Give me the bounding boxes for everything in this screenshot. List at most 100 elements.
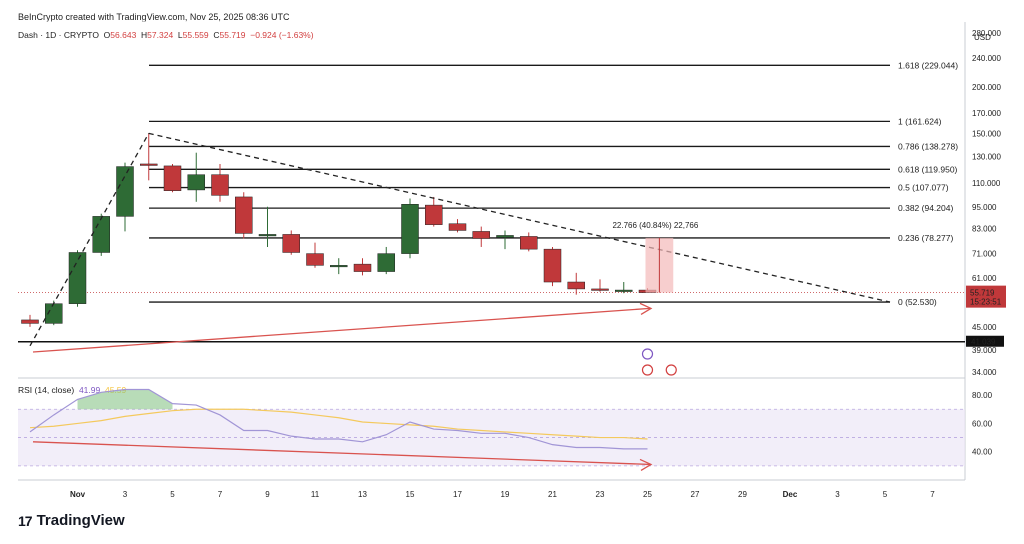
bearish-candle bbox=[211, 174, 229, 196]
rsi-overbought-fill bbox=[77, 389, 173, 410]
high-label: H bbox=[141, 30, 148, 40]
tradingview-brand[interactable]: 17 TradingView bbox=[18, 512, 125, 529]
current-price-label: 55.719 bbox=[970, 289, 995, 298]
rsi-value: 41.99 bbox=[78, 385, 101, 395]
open-label: O bbox=[103, 30, 111, 40]
bullish-candle bbox=[68, 252, 87, 304]
rsi-tick-label: 60.00 bbox=[972, 419, 993, 428]
fib-level-label: 1 (161.624) bbox=[898, 116, 942, 126]
rsi-tick-label: 40.00 bbox=[972, 448, 993, 457]
fib-level-label: 0.5 (107.077) bbox=[898, 183, 949, 193]
rising-trendline bbox=[29, 133, 150, 347]
bullish-candle bbox=[377, 253, 395, 272]
open-value: 56.643 bbox=[110, 30, 137, 40]
descending-trendline bbox=[148, 132, 891, 303]
date-tick-label: 15 bbox=[406, 490, 415, 499]
fib-level-label: 0.618 (119.950) bbox=[898, 164, 958, 174]
date-tick-label: 3 bbox=[835, 490, 840, 499]
bullish-candle bbox=[92, 216, 110, 253]
bearish-candle bbox=[353, 263, 372, 272]
bullish-candle bbox=[258, 234, 277, 237]
date-tick-label: 3 bbox=[123, 490, 128, 499]
bullish-candle bbox=[330, 265, 348, 268]
price-tick-label: 71.000 bbox=[972, 250, 997, 259]
bearish-candle bbox=[235, 196, 253, 234]
price-tick-label: 61.000 bbox=[972, 274, 997, 283]
date-tick-label: 7 bbox=[218, 490, 223, 499]
bearish-candle bbox=[306, 253, 324, 266]
price-tick-label: 150.000 bbox=[972, 129, 1001, 138]
fib-level-label: 0 (52.530) bbox=[898, 297, 937, 307]
date-tick-label: 29 bbox=[738, 490, 747, 499]
bearish-candle bbox=[591, 288, 609, 291]
bearish-candle bbox=[425, 204, 443, 225]
rsi-tick-label: 80.00 bbox=[972, 391, 993, 400]
price-tick-label: 170.000 bbox=[972, 109, 1001, 118]
bullish-candle bbox=[615, 289, 633, 292]
price-tick-label: 45.000 bbox=[972, 323, 997, 332]
price-tick-label: 83.000 bbox=[972, 225, 997, 234]
date-tick-label: 11 bbox=[311, 490, 320, 499]
countdown-label: 15:23:51 bbox=[970, 298, 1002, 307]
date-tick-label: 5 bbox=[170, 490, 175, 499]
high-value: 57.324 bbox=[147, 30, 174, 40]
date-tick-label: 25 bbox=[643, 490, 652, 499]
bearish-candle bbox=[567, 281, 585, 290]
bullish-candle bbox=[496, 235, 514, 238]
date-tick-label: 9 bbox=[265, 490, 270, 499]
price-tick-label: 130.000 bbox=[972, 152, 1001, 161]
bearish-candle bbox=[472, 231, 490, 239]
current-price-tag bbox=[966, 285, 1006, 308]
bearish-candle bbox=[543, 248, 562, 283]
currency-label: USD bbox=[974, 33, 991, 42]
bearish-candle bbox=[448, 223, 467, 231]
symbol-legend: Dash · 1D · CRYPTO O56.643 H57.324 L55.5… bbox=[18, 30, 314, 40]
date-tick-label: Nov bbox=[70, 490, 86, 499]
fib-level-label: 1.618 (229.044) bbox=[898, 60, 958, 70]
change-value: −0.924 (−1.63%) bbox=[250, 30, 314, 40]
rsi-line bbox=[29, 388, 648, 450]
date-tick-label: Dec bbox=[783, 490, 798, 499]
chart-attribution: BeInCrypto created with TradingView.com,… bbox=[18, 12, 290, 22]
date-tick-label: 5 bbox=[883, 490, 888, 499]
rsi-label: RSI (14, close) bbox=[18, 385, 75, 395]
date-tick-label: 13 bbox=[358, 490, 367, 499]
price-tick-label: 39.000 bbox=[972, 346, 997, 355]
symbol-title[interactable]: Dash · 1D · CRYPTO bbox=[18, 30, 99, 40]
bullish-candle bbox=[401, 204, 419, 254]
us-flag-event-icon bbox=[665, 364, 677, 376]
close-value: 55.719 bbox=[219, 30, 246, 40]
support-price-tag bbox=[966, 335, 1004, 347]
brand-name: TradingView bbox=[36, 512, 125, 529]
date-tick-label: 27 bbox=[691, 490, 700, 499]
bearish-candle bbox=[163, 165, 182, 191]
date-tick-label: 19 bbox=[501, 490, 510, 499]
bullish-candle bbox=[187, 174, 205, 191]
rsi-ma-line bbox=[29, 408, 648, 440]
date-tick-label: 17 bbox=[453, 490, 462, 499]
lightning-event-icon bbox=[641, 348, 654, 360]
bearish-candle bbox=[520, 236, 538, 250]
fib-level-label: 0.236 (78.277) bbox=[898, 233, 953, 243]
price-tick-label: 240.000 bbox=[972, 54, 1001, 63]
fib-level-label: 0.382 (94.204) bbox=[898, 203, 953, 213]
price-tick-label: 110.000 bbox=[972, 179, 1001, 188]
low-value: 55.559 bbox=[182, 30, 209, 40]
support-price-label: 41.039 bbox=[971, 338, 996, 347]
arrow-head bbox=[639, 458, 653, 472]
date-tick-label: 21 bbox=[548, 490, 557, 499]
bearish-candle bbox=[140, 163, 158, 166]
date-tick-label: 23 bbox=[596, 490, 605, 499]
rsi-trend-arrow bbox=[32, 441, 651, 466]
fib-level-label: 0.786 (138.278) bbox=[898, 141, 958, 151]
date-tick-label: 7 bbox=[930, 490, 935, 499]
price-tick-label: 95.000 bbox=[972, 203, 997, 212]
bullish-candle bbox=[116, 166, 134, 217]
arrow-head bbox=[639, 302, 653, 315]
measure-label: 22.766 (40.84%) 22,766 bbox=[612, 221, 698, 230]
price-tick-label: 280.000 bbox=[972, 29, 1001, 38]
bearish-candle bbox=[21, 319, 39, 324]
bearish-candle bbox=[282, 234, 300, 253]
price-tick-label: 200.000 bbox=[972, 83, 1001, 92]
